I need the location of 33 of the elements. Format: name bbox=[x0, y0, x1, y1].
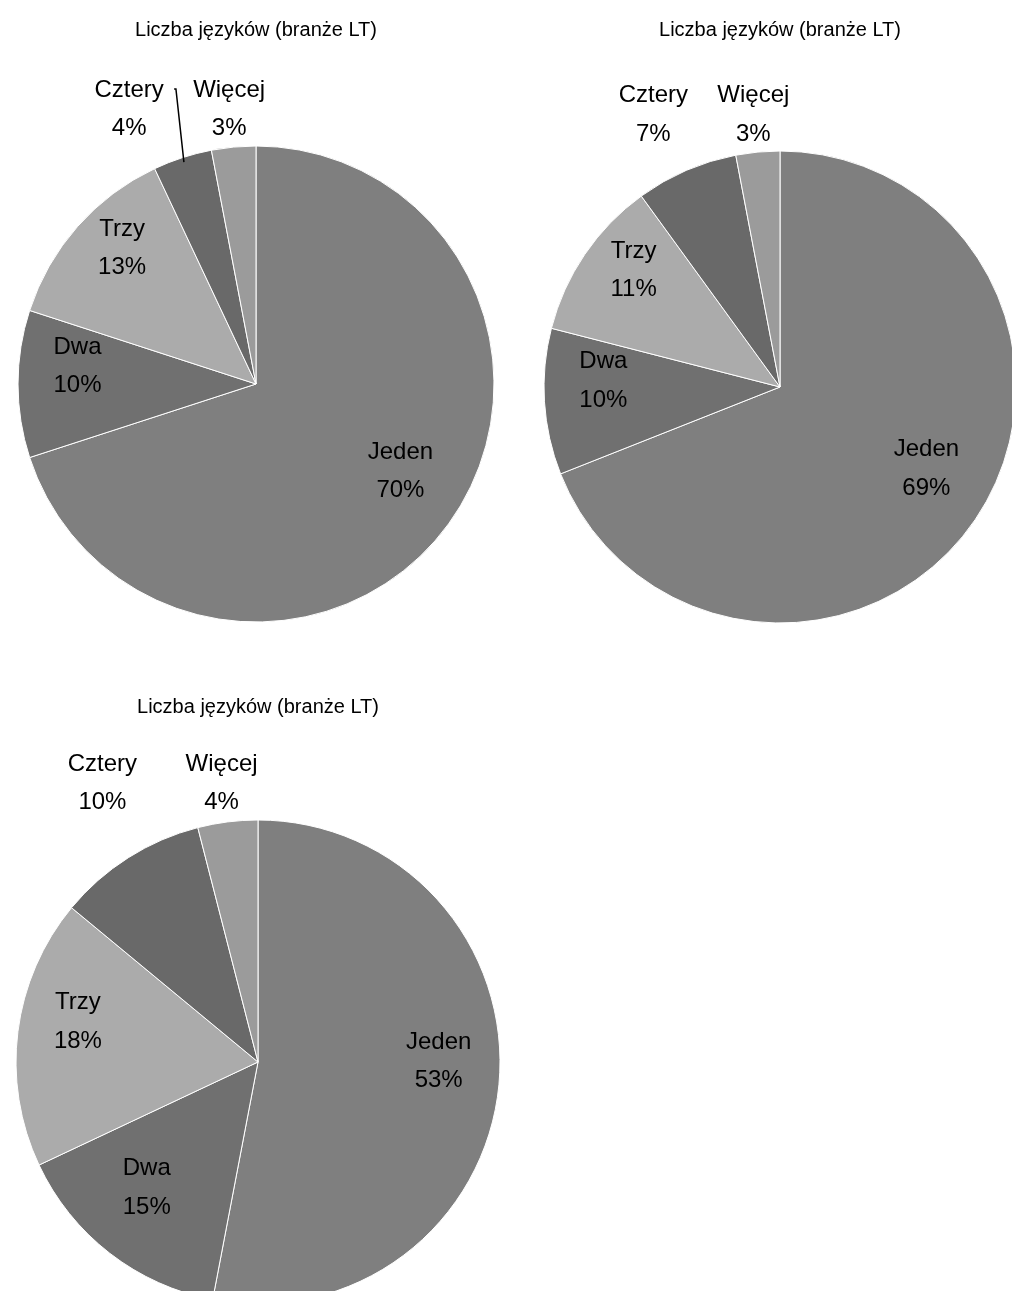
data-label: 3% bbox=[736, 118, 771, 146]
data-label: 18% bbox=[53, 1025, 102, 1053]
slice-label: Dwa bbox=[579, 346, 629, 374]
slice-label: Dwa bbox=[53, 332, 103, 359]
chart-title: Liczba języków (branże LT) bbox=[135, 18, 377, 40]
slice-label: Trzy bbox=[610, 235, 657, 263]
slice-label: Trzy bbox=[55, 987, 101, 1015]
slice-label: Więcej bbox=[717, 80, 790, 108]
data-label: 11% bbox=[610, 273, 657, 301]
slice-label: Trzy bbox=[99, 213, 145, 241]
slice-label: Więcej bbox=[193, 74, 266, 102]
slice-label: Jeden bbox=[893, 434, 960, 462]
slice-label: Cztery bbox=[618, 80, 689, 108]
data-label: 69% bbox=[902, 472, 951, 500]
slice-label: Jeden bbox=[406, 1027, 472, 1055]
data-label: 53% bbox=[414, 1065, 463, 1093]
slice-label: Cztery bbox=[94, 74, 164, 102]
data-label: 10% bbox=[53, 370, 102, 398]
data-label: 3% bbox=[211, 113, 247, 141]
data-label: 4% bbox=[204, 787, 239, 815]
chart-title: Liczba języków (branże LT) bbox=[137, 695, 379, 717]
data-label: 4% bbox=[111, 113, 147, 141]
slice-label: Dwa bbox=[122, 1153, 172, 1181]
slice-label: Cztery bbox=[67, 748, 138, 776]
data-label: 10% bbox=[78, 787, 127, 815]
slice-label: Więcej bbox=[185, 748, 258, 776]
slice-label: Jeden bbox=[367, 436, 434, 464]
data-label: 7% bbox=[636, 118, 671, 146]
data-label: 13% bbox=[98, 252, 147, 280]
data-label: 70% bbox=[376, 475, 425, 503]
data-label: 10% bbox=[579, 384, 628, 412]
data-label: 15% bbox=[122, 1191, 171, 1219]
chart-title: Liczba języków (branże LT) bbox=[659, 18, 901, 40]
